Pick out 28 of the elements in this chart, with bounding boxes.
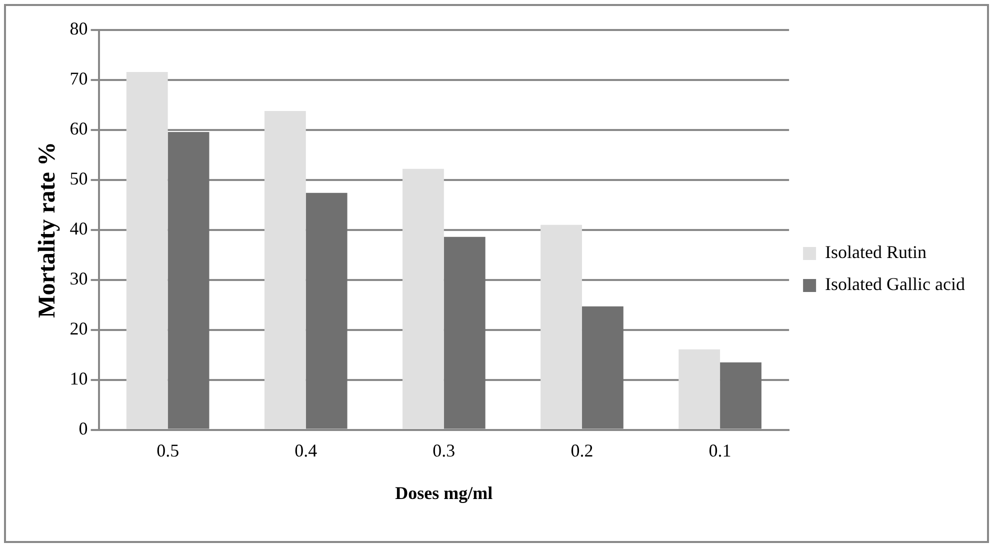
bar [720,362,762,429]
legend-label: Isolated Gallic acid [825,274,966,294]
bar [402,168,444,429]
x-tick-label: 0.3 [432,440,456,460]
x-axis-title: Doses mg/ml [395,482,493,503]
bar [678,349,720,429]
y-tick-label: 50 [70,168,88,189]
y-tick-label: 70 [70,68,88,89]
bar [264,110,306,429]
y-tick-label: 0 [78,418,88,439]
legend-label: Isolated Rutin [825,242,927,262]
y-tick-label: 20 [70,318,88,339]
bar [444,236,486,429]
bar [126,72,168,429]
x-tick-label: 0.2 [570,440,594,460]
x-tick-label: 0.4 [294,440,318,460]
bar [168,132,210,429]
bar [582,306,624,429]
x-tick-label: 0.1 [708,440,732,460]
bar [306,192,348,429]
y-tick-label: 40 [70,218,88,239]
bar [540,224,582,429]
y-tick-label: 30 [70,268,88,289]
y-tick-label: 60 [70,118,88,139]
y-tick-label: 80 [70,18,88,39]
x-tick-label: 0.5 [156,440,180,460]
y-tick-label: 10 [70,368,88,389]
y-axis-title: Mortality rate % [34,142,61,318]
